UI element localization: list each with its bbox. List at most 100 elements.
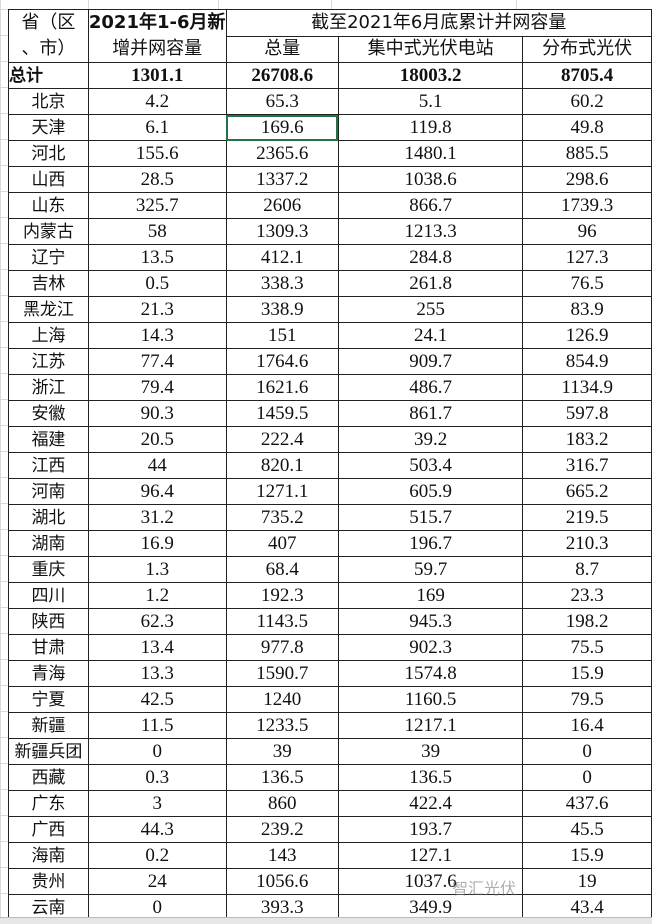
cell-province[interactable]: 陕西	[8, 608, 89, 635]
cell-province[interactable]: 湖南	[8, 530, 89, 557]
cell-new-capacity[interactable]: 77.4	[87, 348, 227, 375]
cell-distributed[interactable]: 43.4	[522, 894, 652, 921]
cell-distributed[interactable]: 76.5	[522, 270, 652, 297]
cell-central[interactable]: 945.3	[337, 608, 524, 635]
cell-province[interactable]: 四川	[8, 582, 89, 609]
cell-total[interactable]: 820.1	[225, 452, 339, 479]
cell-new-capacity[interactable]: 14.3	[87, 322, 227, 349]
cell-new-capacity[interactable]: 13.4	[87, 634, 227, 661]
cell-total[interactable]: 1337.2	[225, 166, 339, 193]
cell-province[interactable]: 天津	[8, 114, 89, 141]
cell-new-capacity[interactable]: 0.3	[87, 764, 227, 791]
cell-total[interactable]: 169.6	[225, 114, 339, 141]
cell-distributed[interactable]: 60.2	[522, 88, 652, 115]
cell-province[interactable]: 内蒙古	[8, 218, 89, 245]
cell-central[interactable]: 196.7	[337, 530, 524, 557]
cell-central[interactable]: 902.3	[337, 634, 524, 661]
cell-province[interactable]: 青海	[8, 660, 89, 687]
cell-total[interactable]: 860	[225, 790, 339, 817]
total-label[interactable]: 总计	[8, 62, 89, 89]
cell-central[interactable]: 1160.5	[337, 686, 524, 713]
cell-province[interactable]: 新疆兵团	[8, 738, 89, 765]
cell-distributed[interactable]: 126.9	[522, 322, 652, 349]
cell-province[interactable]: 河北	[8, 140, 89, 167]
cell-province[interactable]: 辽宁	[8, 244, 89, 271]
cell-total[interactable]: 2606	[225, 192, 339, 219]
header-total[interactable]: 总量	[225, 35, 339, 63]
cell-total[interactable]: 222.4	[225, 426, 339, 453]
header-province[interactable]: 省（区 、市）	[8, 9, 89, 63]
cell-new-capacity[interactable]: 13.5	[87, 244, 227, 271]
cell-province[interactable]: 重庆	[8, 556, 89, 583]
cell-central[interactable]: 1217.1	[337, 712, 524, 739]
cell-distributed[interactable]: 183.2	[522, 426, 652, 453]
cell-province[interactable]: 广东	[8, 790, 89, 817]
cell-new-capacity[interactable]: 21.3	[87, 296, 227, 323]
cell-new-capacity[interactable]: 20.5	[87, 426, 227, 453]
cell-total[interactable]: 412.1	[225, 244, 339, 271]
cell-distributed[interactable]: 0	[522, 764, 652, 791]
cell-distributed[interactable]: 79.5	[522, 686, 652, 713]
cell-new-capacity[interactable]: 0	[87, 738, 227, 765]
cell-new-capacity[interactable]: 1.3	[87, 556, 227, 583]
cell-distributed[interactable]: 885.5	[522, 140, 652, 167]
cell-distributed[interactable]: 1739.3	[522, 192, 652, 219]
cell-total[interactable]: 239.2	[225, 816, 339, 843]
cell-new-capacity[interactable]: 1.2	[87, 582, 227, 609]
cell-central[interactable]: 127.1	[337, 842, 524, 869]
cell-province[interactable]: 上海	[8, 322, 89, 349]
cell-central[interactable]: 39.2	[337, 426, 524, 453]
cell-new-capacity[interactable]: 0	[87, 894, 227, 921]
cell-total[interactable]: 151	[225, 322, 339, 349]
cell-central[interactable]: 605.9	[337, 478, 524, 505]
cell-new-capacity[interactable]: 31.2	[87, 504, 227, 531]
header-new-capacity[interactable]: 2021年1-6月新 增并网容量	[87, 9, 227, 63]
header-cumulative-group[interactable]: 截至2021年6月底累计并网容量	[225, 9, 652, 37]
cell-distributed[interactable]: 210.3	[522, 530, 652, 557]
cell-new-capacity[interactable]: 96.4	[87, 478, 227, 505]
cell-total[interactable]: 1764.6	[225, 348, 339, 375]
cell-distributed[interactable]: 83.9	[522, 296, 652, 323]
cell-central[interactable]: 515.7	[337, 504, 524, 531]
cell-province[interactable]: 福建	[8, 426, 89, 453]
cell-province[interactable]: 宁夏	[8, 686, 89, 713]
cell-distributed[interactable]: 219.5	[522, 504, 652, 531]
cell-new-capacity[interactable]: 13.3	[87, 660, 227, 687]
cell-province[interactable]: 海南	[8, 842, 89, 869]
cell-distributed[interactable]: 665.2	[522, 478, 652, 505]
cell-total[interactable]: 136.5	[225, 764, 339, 791]
header-distributed[interactable]: 分布式光伏	[522, 35, 652, 63]
cell-total[interactable]: 1143.5	[225, 608, 339, 635]
cell-central[interactable]: 169	[337, 582, 524, 609]
cell-province[interactable]: 西藏	[8, 764, 89, 791]
cell-total[interactable]: 192.3	[225, 582, 339, 609]
cell-central[interactable]: 59.7	[337, 556, 524, 583]
cell-central[interactable]: 349.9	[337, 894, 524, 921]
cell-province[interactable]: 黑龙江	[8, 296, 89, 323]
cell-distributed[interactable]: 597.8	[522, 400, 652, 427]
cell-province[interactable]: 山东	[8, 192, 89, 219]
cell-central[interactable]: 486.7	[337, 374, 524, 401]
cell-province[interactable]: 吉林	[8, 270, 89, 297]
cell-new-capacity[interactable]: 0.2	[87, 842, 227, 869]
cell-total[interactable]: 977.8	[225, 634, 339, 661]
cell-province[interactable]: 山西	[8, 166, 89, 193]
cell-distributed[interactable]: 45.5	[522, 816, 652, 843]
cell-province[interactable]: 新疆	[8, 712, 89, 739]
cell-province[interactable]: 安徽	[8, 400, 89, 427]
cell-new-capacity[interactable]: 155.6	[87, 140, 227, 167]
cell-total[interactable]: 1056.6	[225, 868, 339, 895]
cell-central[interactable]: 866.7	[337, 192, 524, 219]
cell-central[interactable]: 909.7	[337, 348, 524, 375]
cell-central[interactable]: 39	[337, 738, 524, 765]
cell-central[interactable]: 193.7	[337, 816, 524, 843]
cell-distributed[interactable]: 854.9	[522, 348, 652, 375]
cell-new-capacity[interactable]: 58	[87, 218, 227, 245]
cell-distributed[interactable]: 0	[522, 738, 652, 765]
cell-province[interactable]: 甘肃	[8, 634, 89, 661]
cell-central[interactable]: 261.8	[337, 270, 524, 297]
horizontal-scrollbar[interactable]	[0, 917, 652, 924]
cell-central[interactable]: 861.7	[337, 400, 524, 427]
cell-distributed[interactable]: 316.7	[522, 452, 652, 479]
cell-central[interactable]: 136.5	[337, 764, 524, 791]
